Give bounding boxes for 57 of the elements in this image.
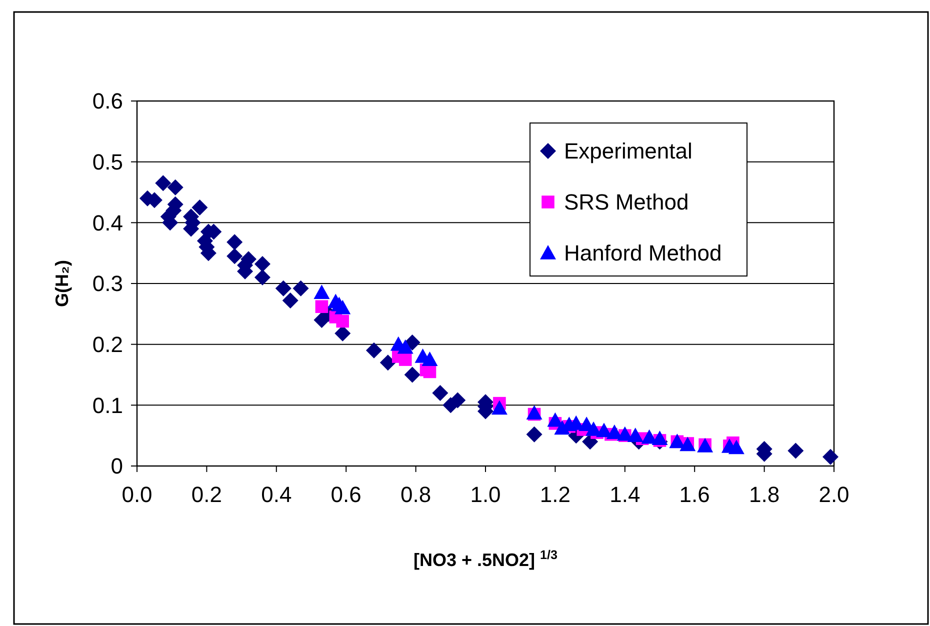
point — [404, 366, 420, 383]
point — [423, 365, 436, 378]
point — [192, 199, 208, 216]
y-axis-title: G(H₂) — [52, 260, 72, 307]
x-tick-label: 0.4 — [261, 482, 292, 507]
point — [404, 334, 420, 351]
point — [275, 280, 292, 296]
y-tick-label: 0.3 — [92, 271, 123, 296]
x-tick-label: 1.6 — [679, 482, 710, 507]
legend-label: Experimental — [564, 138, 692, 164]
x-tick-label: 0.6 — [330, 482, 362, 507]
point — [254, 256, 270, 272]
point — [652, 430, 668, 446]
point — [167, 179, 184, 196]
x-tick-label: 0.2 — [191, 482, 222, 507]
y-tick-label: 0.5 — [92, 150, 123, 175]
point — [380, 354, 396, 371]
point — [226, 248, 243, 264]
legend-label: SRS Method — [564, 190, 689, 215]
point — [526, 426, 542, 442]
point — [226, 234, 243, 250]
point — [366, 342, 382, 358]
point — [432, 385, 448, 401]
point — [282, 292, 298, 309]
legend-label: Hanford Method — [564, 240, 722, 266]
point — [315, 300, 328, 314]
point — [606, 424, 622, 439]
point — [450, 392, 466, 408]
point — [292, 280, 309, 296]
point — [596, 422, 612, 438]
point — [254, 269, 270, 286]
x-tick-label: 1.0 — [470, 482, 501, 507]
x-tick-label: 0.8 — [400, 482, 432, 507]
y-tick-label: 0 — [110, 454, 123, 479]
point — [397, 339, 414, 354]
x-tick-label: 0.0 — [122, 482, 152, 507]
point — [155, 175, 172, 192]
y-tick-label: 0.4 — [92, 210, 123, 236]
point — [336, 314, 350, 328]
point — [728, 440, 744, 454]
x-tick-label: 2.0 — [818, 482, 850, 507]
y-tick-label: 0.1 — [92, 392, 123, 418]
x-tick-label: 1.4 — [610, 482, 640, 507]
point — [526, 405, 542, 420]
point — [822, 448, 839, 465]
point — [422, 352, 438, 366]
point — [627, 428, 644, 442]
x-tick-label: 1.2 — [540, 482, 570, 507]
y-tick-label: 0.6 — [92, 88, 123, 114]
point — [398, 353, 412, 366]
point — [788, 442, 804, 459]
point — [491, 400, 508, 415]
x-tick-label: 1.8 — [749, 482, 780, 507]
y-tick-label: 0.2 — [92, 332, 123, 358]
point — [334, 300, 351, 314]
x-axis-title: [NO3 + .5NO2] $^{1/3}$ — [413, 548, 558, 570]
point — [314, 284, 330, 300]
